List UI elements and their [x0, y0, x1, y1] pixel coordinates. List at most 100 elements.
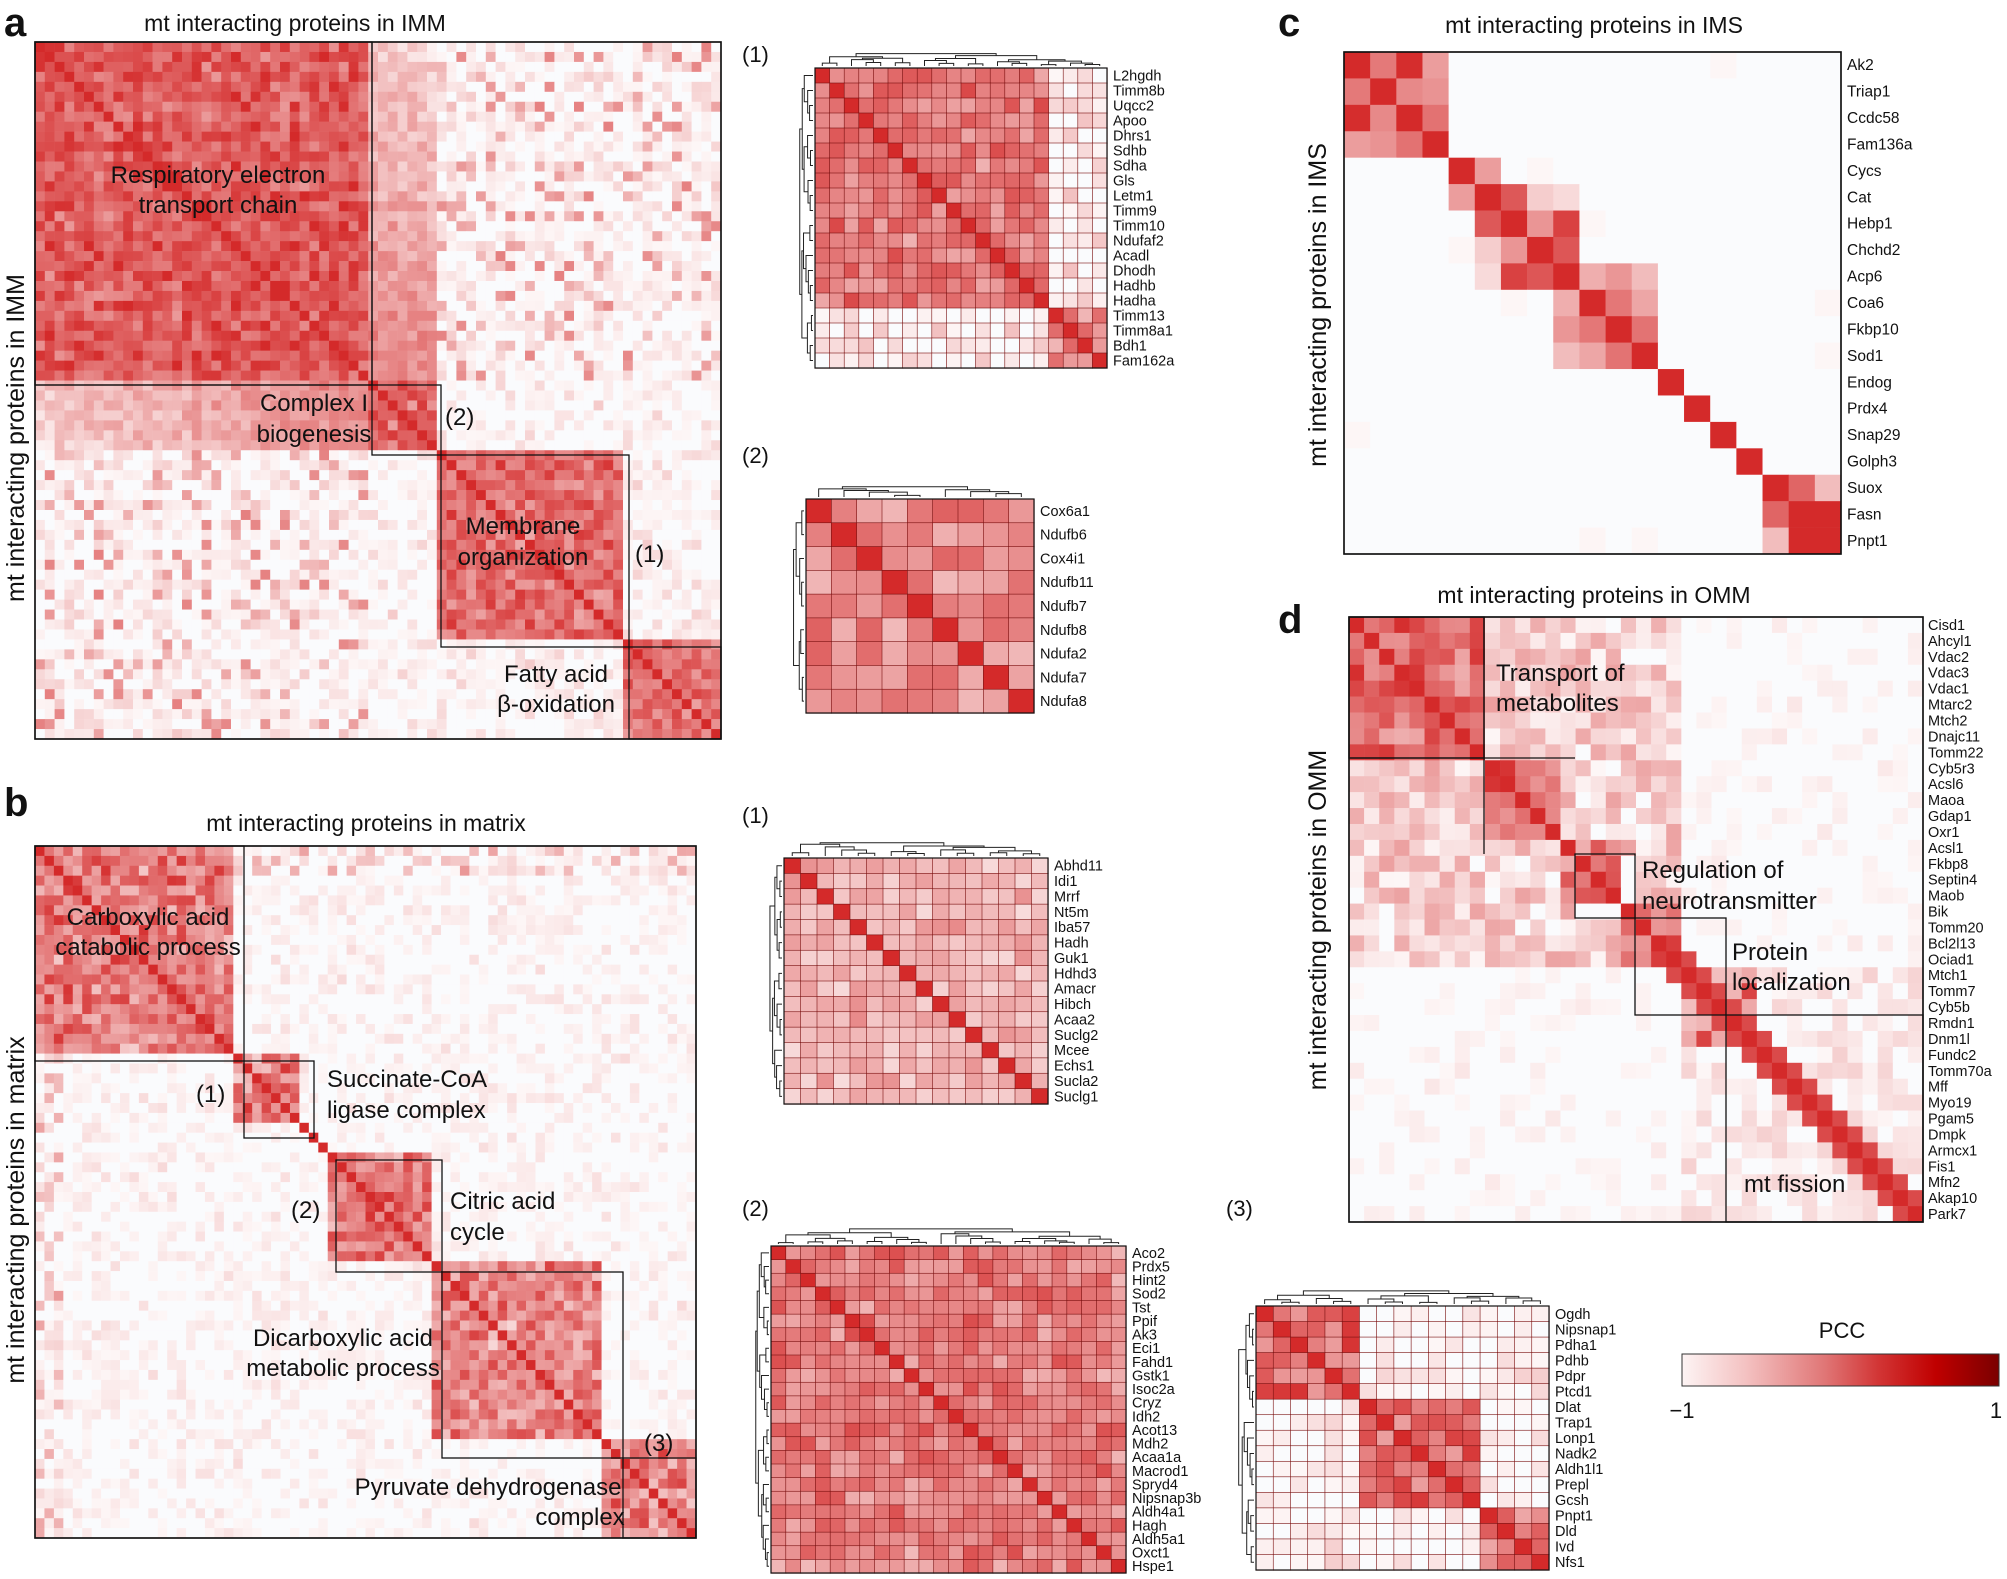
heatmap-a-main-cell — [133, 340, 144, 351]
heatmap-a-main-cell — [133, 221, 144, 232]
heatmap-a-main-cell — [211, 549, 222, 561]
heatmap-a-main-cell — [54, 42, 65, 53]
heatmap-a-main-cell — [44, 81, 55, 93]
heatmap-a-main-cell — [250, 61, 261, 73]
heatmap-a-main-cell — [525, 310, 536, 322]
heatmap-a-main-cell — [299, 420, 310, 431]
heatmap-a-main-cell — [534, 719, 545, 730]
heatmap-a-main-cell — [133, 271, 144, 282]
heatmap-a-main-cell — [260, 490, 271, 501]
heatmap-a-main-cell — [182, 480, 193, 491]
heatmap-a-main-cell — [574, 221, 585, 232]
heatmap-a-main-cell — [681, 111, 692, 122]
heatmap-a-main-cell — [289, 121, 300, 132]
heatmap-a-main-cell — [44, 71, 55, 83]
heatmap-a-main-cell — [162, 221, 173, 232]
heatmap-a-main-cell — [64, 410, 75, 421]
heatmap-a-main-cell — [221, 569, 232, 580]
heatmap-a-main-cell — [191, 629, 202, 640]
heatmap-a-main-cell — [358, 121, 369, 132]
heatmap-a-main-cell — [485, 251, 496, 262]
cluster-box-complex-i — [371, 384, 442, 456]
heatmap-a-main-cell — [338, 599, 349, 610]
heatmap-a-main-cell — [417, 509, 428, 521]
heatmap-a-main-cell — [485, 549, 496, 561]
heatmap-a-main-cell — [436, 101, 447, 112]
heatmap-a-main-cell — [495, 181, 506, 192]
heatmap-a-main-cell — [515, 470, 526, 481]
heatmap-a-main-cell — [603, 460, 614, 471]
heatmap-a-main-cell — [662, 689, 673, 700]
heatmap-a-main-cell — [133, 131, 144, 142]
heatmap-a-main-cell — [74, 390, 85, 401]
heatmap-a-main-cell — [554, 300, 565, 312]
heatmap-a-main-cell — [113, 221, 124, 232]
heatmap-a-main-cell — [93, 380, 104, 391]
heatmap-a-main-cell — [505, 231, 516, 242]
heatmap-a-main-cell — [319, 709, 330, 720]
heatmap-a-main-cell — [632, 539, 643, 551]
heatmap-a-main-cell — [534, 629, 545, 640]
heatmap-a-main-cell — [182, 360, 193, 371]
heatmap-a-main-cell — [711, 569, 722, 580]
heatmap-a-main-cell — [378, 280, 389, 292]
heatmap-a-main-cell — [35, 191, 46, 202]
heatmap-a-main-cell — [338, 629, 349, 640]
heatmap-a-main-cell — [505, 71, 516, 83]
heatmap-a-main-cell — [280, 410, 291, 421]
heatmap-a-main-cell — [93, 609, 104, 620]
heatmap-a-main-cell — [681, 420, 692, 431]
heatmap-a-main-cell — [103, 470, 114, 481]
heatmap-a-main-cell — [613, 151, 624, 162]
heatmap-a-main-cell — [515, 420, 526, 431]
heatmap-a-main-cell — [113, 191, 124, 202]
heatmap-a-main-cell — [593, 400, 604, 411]
heatmap-a-main-cell — [240, 330, 251, 342]
heatmap-a-main-cell — [74, 450, 85, 461]
heatmap-a1-cell — [873, 112, 889, 129]
heatmap-a-main-cell — [113, 330, 124, 342]
heatmap-a-main-cell — [407, 400, 418, 411]
heatmap-a-main-cell — [123, 679, 134, 690]
heatmap-a-main-cell — [358, 599, 369, 610]
heatmap-a-main-cell — [623, 191, 634, 202]
heatmap-a-main-cell — [495, 131, 506, 142]
heatmap-a-main-cell — [505, 500, 516, 511]
heatmap-a-main-cell — [172, 71, 183, 83]
heatmap-a-main-cell — [495, 390, 506, 401]
heatmap-a-main-cell — [299, 340, 310, 351]
heatmap-a-main-cell — [711, 599, 722, 610]
heatmap-a-main-cell — [681, 559, 692, 571]
heatmap-a-main-cell — [270, 91, 281, 103]
heatmap-a-main-cell — [446, 81, 457, 93]
heatmap-a1-cell — [916, 112, 933, 129]
heatmap-a-main-cell — [44, 51, 55, 63]
heatmap-a-main-cell — [201, 61, 212, 73]
heatmap-a-main-cell — [93, 111, 104, 122]
heatmap-a-main-cell — [613, 101, 624, 112]
heatmap-a-main-cell — [113, 500, 124, 511]
heatmap-a-main-cell — [554, 559, 565, 571]
heatmap-a-main-cell — [201, 161, 212, 172]
heatmap-a-main-cell — [632, 151, 643, 162]
heatmap-a-main-cell — [711, 231, 722, 242]
heatmap-a-main-cell — [701, 619, 712, 630]
heatmap-a-main-cell — [623, 121, 634, 132]
heatmap-a-main-cell — [583, 559, 594, 571]
heatmap-a-main-cell — [485, 629, 496, 640]
heatmap-a-main-cell — [299, 81, 310, 93]
heatmap-a-main-cell — [642, 91, 653, 103]
heatmap-a-main-cell — [613, 569, 624, 580]
heatmap-a-main-cell — [329, 101, 340, 112]
heatmap-a-main-cell — [299, 121, 310, 132]
heatmap-a-main-cell — [299, 161, 310, 172]
heatmap-a-main-cell — [652, 61, 663, 73]
heatmap-a-main-cell — [172, 91, 183, 103]
heatmap-a-main-cell — [505, 440, 516, 451]
heatmap-a-main-cell — [103, 529, 114, 541]
heatmap-a-main-cell — [662, 529, 673, 541]
heatmap-a-main-cell — [701, 241, 712, 252]
heatmap-a-main-cell — [211, 350, 222, 361]
heatmap-a-main-cell — [270, 699, 281, 710]
heatmap-a-main-cell — [84, 91, 95, 103]
